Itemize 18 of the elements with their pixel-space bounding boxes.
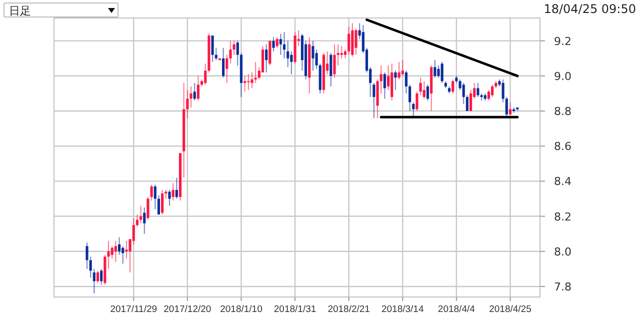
x-tick-label: 2018/4/4 <box>438 304 475 315</box>
y-tick-label: 9.2 <box>554 34 572 48</box>
y-tick-label: 9.0 <box>554 70 572 83</box>
text: 18/04/25 09:50 <box>544 2 636 16</box>
x-tick-label: 2018/1/10 <box>220 304 262 315</box>
x-tick-label: 2018/4/25 <box>489 304 532 315</box>
y-tick-label: 8.8 <box>554 105 572 118</box>
x-tick-label: 2017/12/20 <box>164 304 212 315</box>
y-tick-label: 8.6 <box>554 140 572 154</box>
y-tick-label: 8.0 <box>554 245 572 258</box>
x-tick-label: 2017/11/29 <box>110 304 158 315</box>
y-tick-label: 8.4 <box>554 175 572 188</box>
text: 日足 <box>9 4 31 18</box>
x-tick-label: 2018/2/21 <box>328 304 370 315</box>
x-tick-label: 2018/3/14 <box>381 304 424 315</box>
y-tick-label: 7.8 <box>554 280 572 294</box>
y-tick-label: 8.2 <box>554 210 572 224</box>
x-tick-label: 2018/1/31 <box>274 304 316 315</box>
